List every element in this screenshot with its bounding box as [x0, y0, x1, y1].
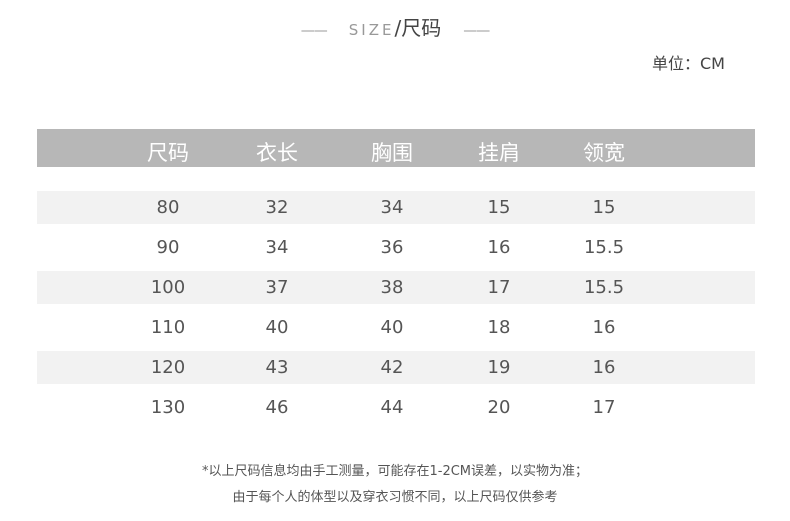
table-cell: 15	[592, 197, 616, 218]
table-row: 110 40 40 18 16	[37, 311, 755, 344]
note-line-1: *以上尺码信息均由手工测量，可能存在1-2CM误差，以实物为准；	[201, 464, 589, 479]
table-cell: 16	[592, 357, 616, 378]
table-row: 120 43 42 19 16	[37, 351, 755, 384]
table-cell: 17	[592, 397, 616, 418]
table-cell: 32	[265, 197, 289, 218]
header-cell: 尺码	[147, 141, 189, 165]
header-cell: 领宽	[583, 141, 625, 165]
table-header: 尺码 衣长 胸围 挂肩 领宽	[37, 129, 755, 167]
header-cell: 衣长	[256, 141, 298, 165]
table-cell: 90	[156, 237, 180, 258]
table-cell: 40	[265, 317, 289, 338]
table-cell: 46	[265, 397, 289, 418]
table-row: 130 46 44 20 17	[37, 391, 755, 424]
table-cell: 44	[380, 397, 404, 418]
table-cell: 40	[380, 317, 404, 338]
table-cell: 130	[150, 397, 186, 418]
table-cell: 34	[380, 197, 404, 218]
table-cell: 15	[487, 197, 511, 218]
title-dash-left: ——	[300, 23, 328, 39]
table-cell: 110	[150, 317, 186, 338]
title-en: SIZE	[348, 21, 395, 39]
table-cell: 37	[265, 277, 289, 298]
note-line-2: 由于每个人的体型以及穿衣习惯不同，以上尺码仅供参考	[232, 490, 558, 505]
title-sep: /	[394, 16, 402, 40]
table-row: 90 34 36 16 15.5	[37, 231, 755, 264]
table-cell: 38	[380, 277, 404, 298]
title-zh: 尺码	[401, 16, 442, 40]
table-cell: 15.5	[583, 237, 625, 258]
table-cell: 42	[380, 357, 404, 378]
table-cell: 18	[487, 317, 511, 338]
page-title: —— SIZE/尺码 ——	[0, 12, 790, 41]
table-cell: 43	[265, 357, 289, 378]
table-cell: 16	[592, 317, 616, 338]
table-row: 80 32 34 15 15	[37, 191, 755, 224]
table-row: 100 37 38 17 15.5	[37, 271, 755, 304]
table-cell: 15.5	[583, 277, 625, 298]
header-cell: 胸围	[371, 141, 413, 165]
header-cell: 挂肩	[478, 141, 520, 165]
table-cell: 20	[487, 397, 511, 418]
table-cell: 100	[150, 277, 186, 298]
table-cell: 16	[487, 237, 511, 258]
table-cell: 36	[380, 237, 404, 258]
unit-label: 单位：CM	[652, 54, 725, 73]
table-cell: 17	[487, 277, 511, 298]
table-cell: 120	[150, 357, 186, 378]
table-cell: 80	[156, 197, 180, 218]
table-cell: 19	[487, 357, 511, 378]
table-cell: 34	[265, 237, 289, 258]
title-dash-right: ——	[463, 23, 490, 39]
